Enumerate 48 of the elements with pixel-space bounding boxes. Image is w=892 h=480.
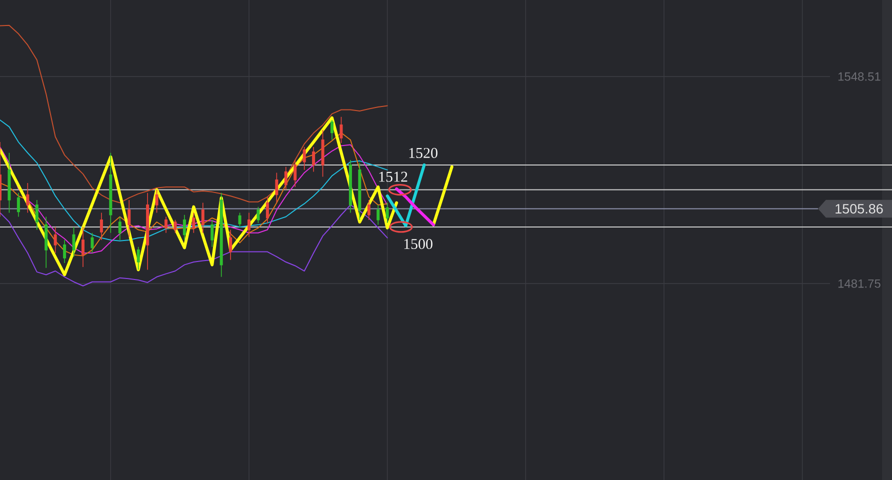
candlestick bbox=[118, 216, 122, 240]
candlestick bbox=[81, 226, 85, 268]
candlestick bbox=[35, 200, 38, 230]
candlestick bbox=[192, 212, 196, 234]
y-tick-label: 1481.75 bbox=[838, 279, 880, 288]
candlestick bbox=[44, 216, 48, 268]
candlestick bbox=[294, 160, 297, 188]
candlestick bbox=[340, 116, 343, 144]
candlestick bbox=[247, 212, 251, 238]
candlestick bbox=[72, 226, 76, 258]
candlestick bbox=[256, 206, 260, 224]
candlestick bbox=[348, 160, 352, 214]
candlestick bbox=[26, 182, 30, 214]
candlestick bbox=[321, 130, 324, 178]
candlestick bbox=[100, 212, 103, 240]
candlestick bbox=[63, 240, 66, 264]
candlestick bbox=[109, 152, 112, 234]
candlestick bbox=[367, 200, 370, 220]
candlestick bbox=[210, 219, 214, 248]
candlestick bbox=[155, 189, 158, 214]
candlestick bbox=[174, 219, 177, 234]
candlestick bbox=[16, 192, 20, 218]
candlestick bbox=[275, 172, 278, 204]
candlestick bbox=[90, 232, 94, 254]
candlestick bbox=[229, 229, 232, 260]
annotation: 1500 bbox=[404, 238, 432, 250]
candlestick bbox=[8, 152, 11, 214]
candlestick bbox=[312, 146, 316, 172]
annotation: 1512 bbox=[379, 172, 408, 182]
line-series bbox=[395, 187, 435, 226]
ref-line-label: 1505.86 bbox=[836, 204, 883, 214]
candlestick bbox=[201, 202, 204, 234]
annotation: 1520 bbox=[409, 148, 438, 158]
candlestick bbox=[136, 246, 140, 270]
candlestick bbox=[284, 166, 288, 190]
candlestick bbox=[164, 216, 168, 234]
candlestick bbox=[266, 196, 269, 224]
candlestick bbox=[302, 146, 306, 170]
y-tick-label: 1548.51 bbox=[838, 72, 880, 81]
candlestick bbox=[238, 212, 242, 228]
candlestick bbox=[386, 202, 389, 224]
candlestick bbox=[376, 204, 380, 226]
candlestick bbox=[330, 120, 334, 140]
candlestick bbox=[54, 226, 57, 254]
candlestick bbox=[128, 200, 131, 238]
candlestick bbox=[146, 192, 150, 270]
candlestick bbox=[358, 162, 362, 220]
candlestick bbox=[182, 214, 186, 240]
